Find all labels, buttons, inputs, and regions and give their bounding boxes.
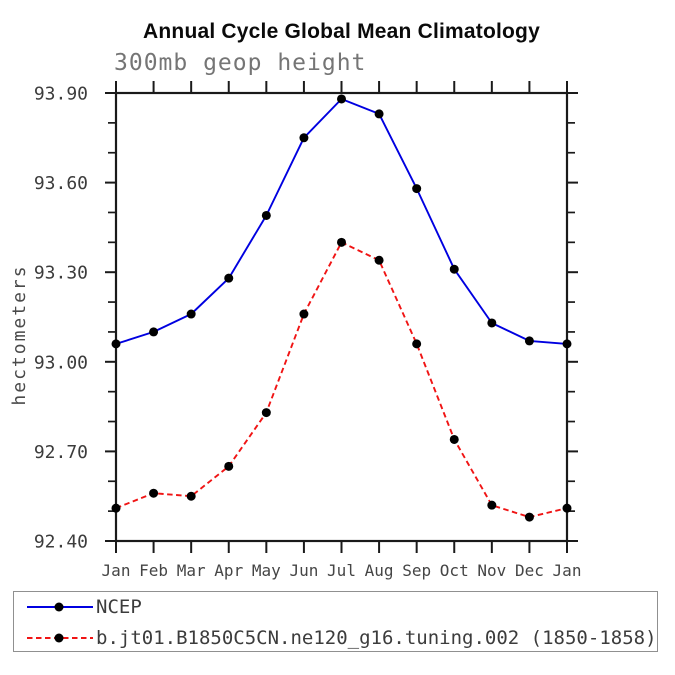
x-tick-label: Aug (365, 561, 394, 580)
legend-label-model: b.jt01.B1850C5CN.ne120_g16.tuning.002 (1… (96, 627, 657, 649)
legend-label-ncep: NCEP (96, 596, 142, 618)
x-tick-label: Mar (177, 561, 206, 580)
data-point (224, 461, 234, 471)
y-tick-label: 93.00 (34, 352, 88, 373)
chart-title: Annual Cycle Global Mean Climatology (143, 20, 540, 43)
ncep-line-swatch (27, 602, 93, 612)
data-point (374, 255, 384, 265)
data-point (524, 336, 534, 346)
data-point (111, 503, 121, 513)
data-point (186, 491, 196, 501)
data-point (149, 488, 159, 498)
y-axis-title: hectometers (9, 264, 30, 405)
data-point (562, 339, 572, 349)
model-line-swatch (27, 633, 93, 643)
y-tick-label: 93.90 (34, 84, 88, 105)
y-tick-label: 93.60 (34, 173, 88, 194)
x-tick-label: Oct (440, 561, 469, 580)
data-point (111, 339, 121, 349)
x-tick-label: Jun (289, 561, 318, 580)
legend-item-model: b.jt01.B1850C5CN.ne120_g16.tuning.002 (1… (26, 627, 657, 649)
x-tick-label: Jan (553, 561, 582, 580)
data-point (412, 184, 422, 194)
data-point (487, 318, 497, 328)
data-point (261, 408, 271, 418)
data-point (374, 109, 384, 119)
y-tick-label: 93.30 (34, 263, 88, 284)
data-point (261, 210, 271, 220)
data-point (149, 327, 159, 337)
data-point (412, 339, 422, 349)
data-point (186, 309, 196, 319)
data-point (337, 94, 346, 104)
series-line-model (115, 241, 568, 519)
y-tick-label: 92.40 (34, 532, 88, 553)
x-tick-label: Jan (102, 561, 131, 580)
x-tick-label: Nov (477, 561, 506, 580)
series-line-ncep (115, 98, 568, 345)
data-point (337, 237, 346, 247)
legend: NCEP b.jt01.B1850C5CN.ne120_g16.tuning.0… (13, 591, 658, 652)
x-tick-label: Sep (402, 561, 431, 580)
x-tick-label: Jul (327, 561, 356, 580)
data-point (449, 434, 459, 444)
data-point (224, 273, 234, 283)
data-point (562, 503, 572, 513)
x-tick-label: May (252, 561, 281, 580)
legend-item-ncep: NCEP (26, 596, 142, 618)
data-point (299, 309, 309, 319)
data-point (487, 500, 497, 510)
data-point (299, 133, 309, 143)
y-tick-label: 92.70 (34, 442, 88, 463)
chart-subtitle: 300mb geop height (114, 50, 367, 76)
plot-box (114, 91, 569, 543)
data-point (524, 512, 534, 522)
x-tick-label: Dec (515, 561, 544, 580)
x-tick-label: Apr (214, 561, 243, 580)
data-point (449, 264, 459, 274)
x-tick-label: Feb (139, 561, 168, 580)
